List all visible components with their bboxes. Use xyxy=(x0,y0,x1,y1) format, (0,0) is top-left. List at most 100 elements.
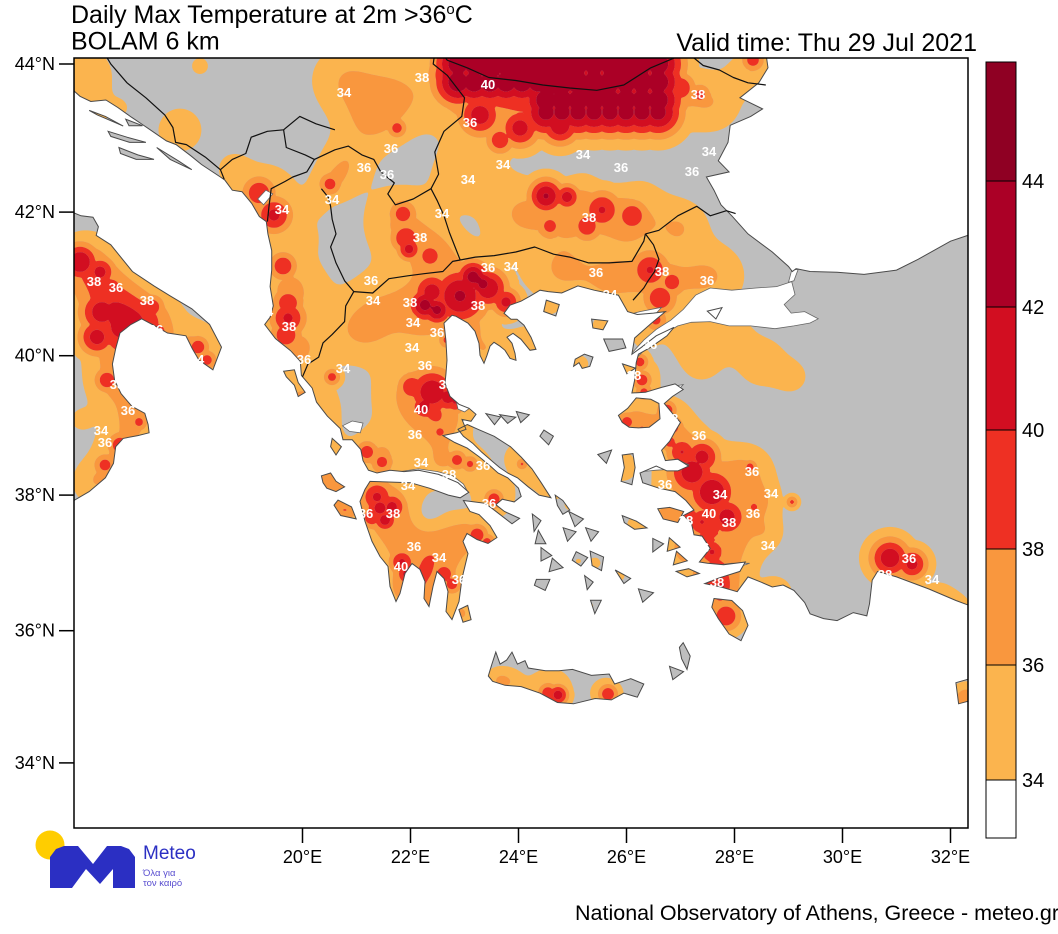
svg-text:34: 34 xyxy=(406,315,421,330)
svg-text:36: 36 xyxy=(359,506,373,521)
svg-text:30°E: 30°E xyxy=(823,847,862,867)
svg-text:36: 36 xyxy=(297,352,311,367)
svg-text:34: 34 xyxy=(764,486,779,501)
svg-text:34: 34 xyxy=(337,85,352,100)
svg-text:36: 36 xyxy=(476,458,490,473)
svg-text:40: 40 xyxy=(481,77,495,92)
svg-text:34: 34 xyxy=(405,340,420,355)
svg-text:40°N: 40°N xyxy=(15,346,55,366)
svg-text:Daily Max Temperature at 2m >3: Daily Max Temperature at 2m >36oC xyxy=(71,1,473,29)
svg-text:34: 34 xyxy=(432,550,447,565)
svg-text:36: 36 xyxy=(430,325,444,340)
svg-text:36: 36 xyxy=(658,477,672,492)
svg-text:36: 36 xyxy=(149,322,163,337)
svg-text:38: 38 xyxy=(878,567,892,582)
svg-text:36: 36 xyxy=(384,141,398,156)
svg-text:28°E: 28°E xyxy=(715,847,754,867)
svg-text:Meteo: Meteo xyxy=(143,843,196,864)
svg-text:36: 36 xyxy=(357,160,371,175)
svg-text:BOLAM 6 km: BOLAM 6 km xyxy=(71,28,220,56)
svg-text:36: 36 xyxy=(407,539,421,554)
svg-text:38: 38 xyxy=(413,230,427,245)
svg-text:36: 36 xyxy=(643,337,657,352)
svg-text:32°E: 32°E xyxy=(931,847,970,867)
svg-text:36: 36 xyxy=(482,496,496,511)
svg-text:36: 36 xyxy=(463,115,477,130)
svg-text:36: 36 xyxy=(481,260,495,275)
svg-text:36: 36 xyxy=(685,164,699,179)
svg-text:40: 40 xyxy=(702,506,716,521)
svg-text:42°N: 42°N xyxy=(15,202,55,222)
svg-text:36: 36 xyxy=(1022,655,1044,677)
svg-text:36: 36 xyxy=(745,464,759,479)
svg-text:26°E: 26°E xyxy=(607,847,646,867)
svg-text:34: 34 xyxy=(94,423,109,438)
svg-text:34: 34 xyxy=(259,304,274,319)
svg-text:34°N: 34°N xyxy=(15,753,55,773)
svg-text:22°E: 22°E xyxy=(391,847,430,867)
svg-text:34: 34 xyxy=(713,487,728,502)
svg-text:20°E: 20°E xyxy=(283,847,322,867)
svg-text:38: 38 xyxy=(722,515,736,530)
svg-text:38: 38 xyxy=(282,319,296,334)
svg-text:34: 34 xyxy=(401,478,416,493)
svg-text:38: 38 xyxy=(1022,539,1044,561)
svg-text:24°E: 24°E xyxy=(499,847,538,867)
svg-text:34: 34 xyxy=(496,157,511,172)
svg-text:38: 38 xyxy=(679,513,693,528)
svg-text:36: 36 xyxy=(614,160,628,175)
svg-text:36: 36 xyxy=(98,435,112,450)
svg-text:34: 34 xyxy=(504,259,519,274)
svg-text:36: 36 xyxy=(418,358,432,373)
svg-text:38: 38 xyxy=(403,295,417,310)
svg-text:36: 36 xyxy=(109,280,123,295)
svg-text:Όλα για: Όλα για xyxy=(142,868,176,879)
svg-text:40: 40 xyxy=(414,402,428,417)
svg-text:38: 38 xyxy=(582,210,596,225)
svg-text:34: 34 xyxy=(190,352,205,367)
svg-text:36: 36 xyxy=(364,273,378,288)
svg-text:34: 34 xyxy=(702,144,717,159)
svg-text:38: 38 xyxy=(655,264,669,279)
svg-text:36: 36 xyxy=(408,427,422,442)
svg-text:38: 38 xyxy=(710,575,724,590)
svg-text:44: 44 xyxy=(1022,171,1044,193)
svg-text:36: 36 xyxy=(700,273,714,288)
svg-text:34: 34 xyxy=(414,455,429,470)
svg-text:34: 34 xyxy=(761,538,776,553)
svg-text:34: 34 xyxy=(275,202,290,217)
svg-text:36: 36 xyxy=(452,572,466,587)
svg-text:38: 38 xyxy=(439,377,453,392)
svg-text:36°N: 36°N xyxy=(15,621,55,641)
svg-text:38: 38 xyxy=(471,298,485,313)
svg-text:34: 34 xyxy=(435,206,450,221)
svg-text:38: 38 xyxy=(386,506,400,521)
svg-text:36: 36 xyxy=(695,540,709,555)
svg-text:34: 34 xyxy=(336,361,351,376)
svg-text:National Observatory of Athens: National Observatory of Athens, Greece -… xyxy=(575,901,1058,925)
svg-text:34: 34 xyxy=(603,287,618,302)
svg-text:34: 34 xyxy=(461,172,476,187)
svg-text:38: 38 xyxy=(664,411,678,426)
svg-text:36: 36 xyxy=(121,403,135,418)
svg-text:40: 40 xyxy=(1022,420,1044,442)
svg-text:38: 38 xyxy=(691,87,705,102)
svg-text:36: 36 xyxy=(902,551,916,566)
svg-text:Valid time: Thu 29 Jul 2021: Valid time: Thu 29 Jul 2021 xyxy=(676,29,977,57)
svg-text:36: 36 xyxy=(589,265,603,280)
svg-text:36: 36 xyxy=(692,428,706,443)
svg-text:38: 38 xyxy=(110,377,124,392)
svg-text:34: 34 xyxy=(925,572,940,587)
svg-text:34: 34 xyxy=(576,147,591,162)
svg-text:36: 36 xyxy=(746,506,760,521)
svg-text:42: 42 xyxy=(1022,297,1044,319)
svg-text:38°N: 38°N xyxy=(15,485,55,505)
svg-text:38: 38 xyxy=(415,70,429,85)
svg-text:34: 34 xyxy=(325,192,340,207)
svg-text:44°N: 44°N xyxy=(15,54,55,74)
svg-text:38: 38 xyxy=(87,274,101,289)
svg-text:τον καιρό: τον καιρό xyxy=(143,878,182,889)
svg-text:38: 38 xyxy=(442,467,456,482)
svg-text:34: 34 xyxy=(366,293,381,308)
svg-text:38: 38 xyxy=(140,293,154,308)
